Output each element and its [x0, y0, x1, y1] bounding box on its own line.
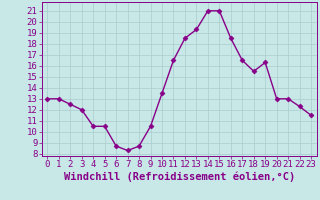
X-axis label: Windchill (Refroidissement éolien,°C): Windchill (Refroidissement éolien,°C): [64, 172, 295, 182]
